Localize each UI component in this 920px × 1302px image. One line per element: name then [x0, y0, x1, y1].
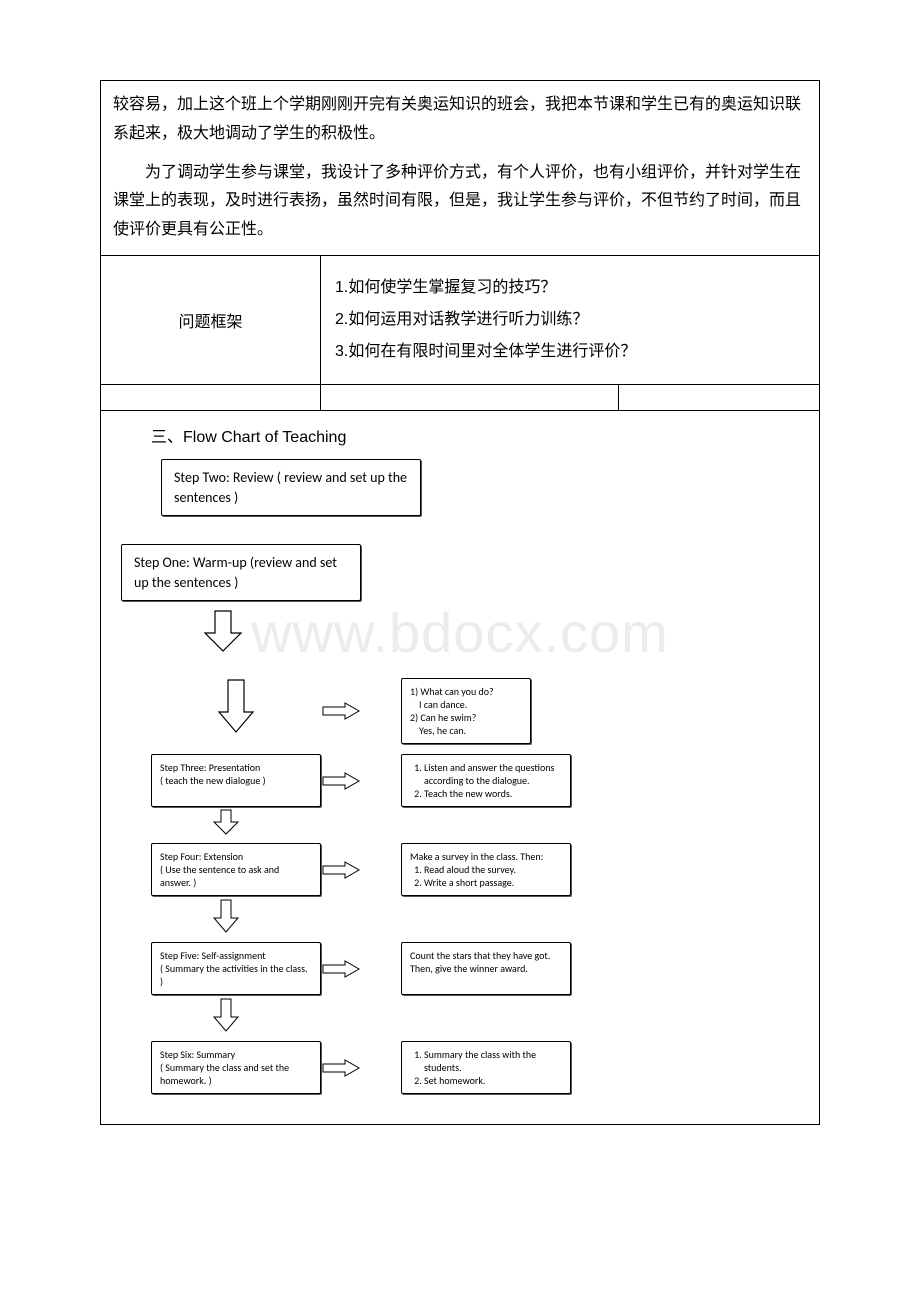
step-five-detail: Count the stars that they have got. Then…	[401, 942, 571, 995]
step-title: Step Five: Self-assignment	[160, 949, 312, 962]
right-arrow-icon	[321, 942, 361, 995]
list-item: Listen and answer the questions accordin…	[424, 761, 562, 787]
list-item: Teach the new words.	[424, 787, 562, 800]
step-title: Step Three: Presentation	[160, 761, 312, 774]
step-six-box: Step Six: Summary ( Summary the class an…	[151, 1041, 321, 1094]
step-three-box: Step Three: Presentation ( teach the new…	[151, 754, 321, 807]
step-five-box: Step Five: Self-assignment ( Summary the…	[151, 942, 321, 995]
qa-line: I can dance.	[410, 698, 522, 711]
right-arrow-icon	[321, 678, 361, 744]
right-arrow-icon	[321, 1041, 361, 1094]
down-arrow-icon	[211, 995, 799, 1035]
question-label: 问题框架	[101, 256, 321, 384]
step-sub: ( Summary the activities in the class. )	[160, 962, 312, 988]
spacer-row	[101, 385, 819, 411]
question-row: 问题框架 1.如何使学生掌握复习的技巧？ 2.如何运用对话教学进行听力训练？ 3…	[101, 256, 819, 385]
question-3: 3.如何在有限时间里对全体学生进行评价？	[335, 336, 805, 368]
step-four-detail: Make a survey in the class. Then: Read a…	[401, 843, 571, 896]
step-sub: ( Use the sentence to ask and answer. )	[160, 863, 312, 889]
list-item: Set homework.	[424, 1074, 562, 1087]
intro-p2: 为了调动学生参与课堂，我设计了多种评价方式，有个人评价，也有小组评价，并针对学生…	[113, 159, 807, 245]
down-arrow-icon	[201, 609, 799, 658]
step-six-detail: Summary the class with the students. Set…	[401, 1041, 571, 1094]
question-1: 1.如何使学生掌握复习的技巧？	[335, 272, 805, 304]
page-frame: 较容易，加上这个班上个学期刚刚开完有关奥运知识的班会，我把本节课和学生已有的奥运…	[100, 80, 820, 1125]
flow-area: Step Two: Review ( review and set up the…	[121, 459, 799, 1094]
down-arrow-icon	[211, 896, 799, 936]
qa-line: 2) Can he swim?	[410, 711, 522, 724]
step-sub: ( Summary the class and set the homework…	[160, 1061, 312, 1087]
down-arrow-icon	[211, 807, 799, 837]
intro-p1: 较容易，加上这个班上个学期刚刚开完有关奥运知识的班会，我把本节课和学生已有的奥运…	[113, 91, 807, 149]
section-heading: 三、Flow Chart of Teaching	[151, 423, 799, 447]
flowchart-section: 三、Flow Chart of Teaching Step Two: Revie…	[101, 411, 819, 1124]
right-arrow-icon	[321, 754, 361, 807]
step-sub: ( teach the new dialogue )	[160, 774, 312, 787]
list-item: Read aloud the survey.	[424, 863, 562, 876]
question-list: 1.如何使学生掌握复习的技巧？ 2.如何运用对话教学进行听力训练？ 3.如何在有…	[321, 256, 819, 384]
list-item: Write a short passage.	[424, 876, 562, 889]
step-one-box: Step One: Warm-up (review and set up the…	[121, 544, 361, 601]
qa-box: 1) What can you do? I can dance. 2) Can …	[401, 678, 531, 744]
question-2: 2.如何运用对话教学进行听力训练？	[335, 304, 805, 336]
step-title: Step Four: Extension	[160, 850, 312, 863]
list-item: Summary the class with the students.	[424, 1048, 562, 1074]
step-four-box: Step Four: Extension ( Use the sentence …	[151, 843, 321, 896]
qa-line: Yes, he can.	[410, 724, 522, 737]
step-two-box: Step Two: Review ( review and set up the…	[161, 459, 421, 516]
survey-head: Make a survey in the class. Then:	[410, 850, 562, 863]
down-arrow-icon	[151, 678, 321, 744]
step-three-detail: Listen and answer the questions accordin…	[401, 754, 571, 807]
right-arrow-icon	[321, 843, 361, 896]
qa-line: 1) What can you do?	[410, 685, 522, 698]
step-title: Step Six: Summary	[160, 1048, 312, 1061]
intro-section: 较容易，加上这个班上个学期刚刚开完有关奥运知识的班会，我把本节课和学生已有的奥运…	[101, 81, 819, 256]
